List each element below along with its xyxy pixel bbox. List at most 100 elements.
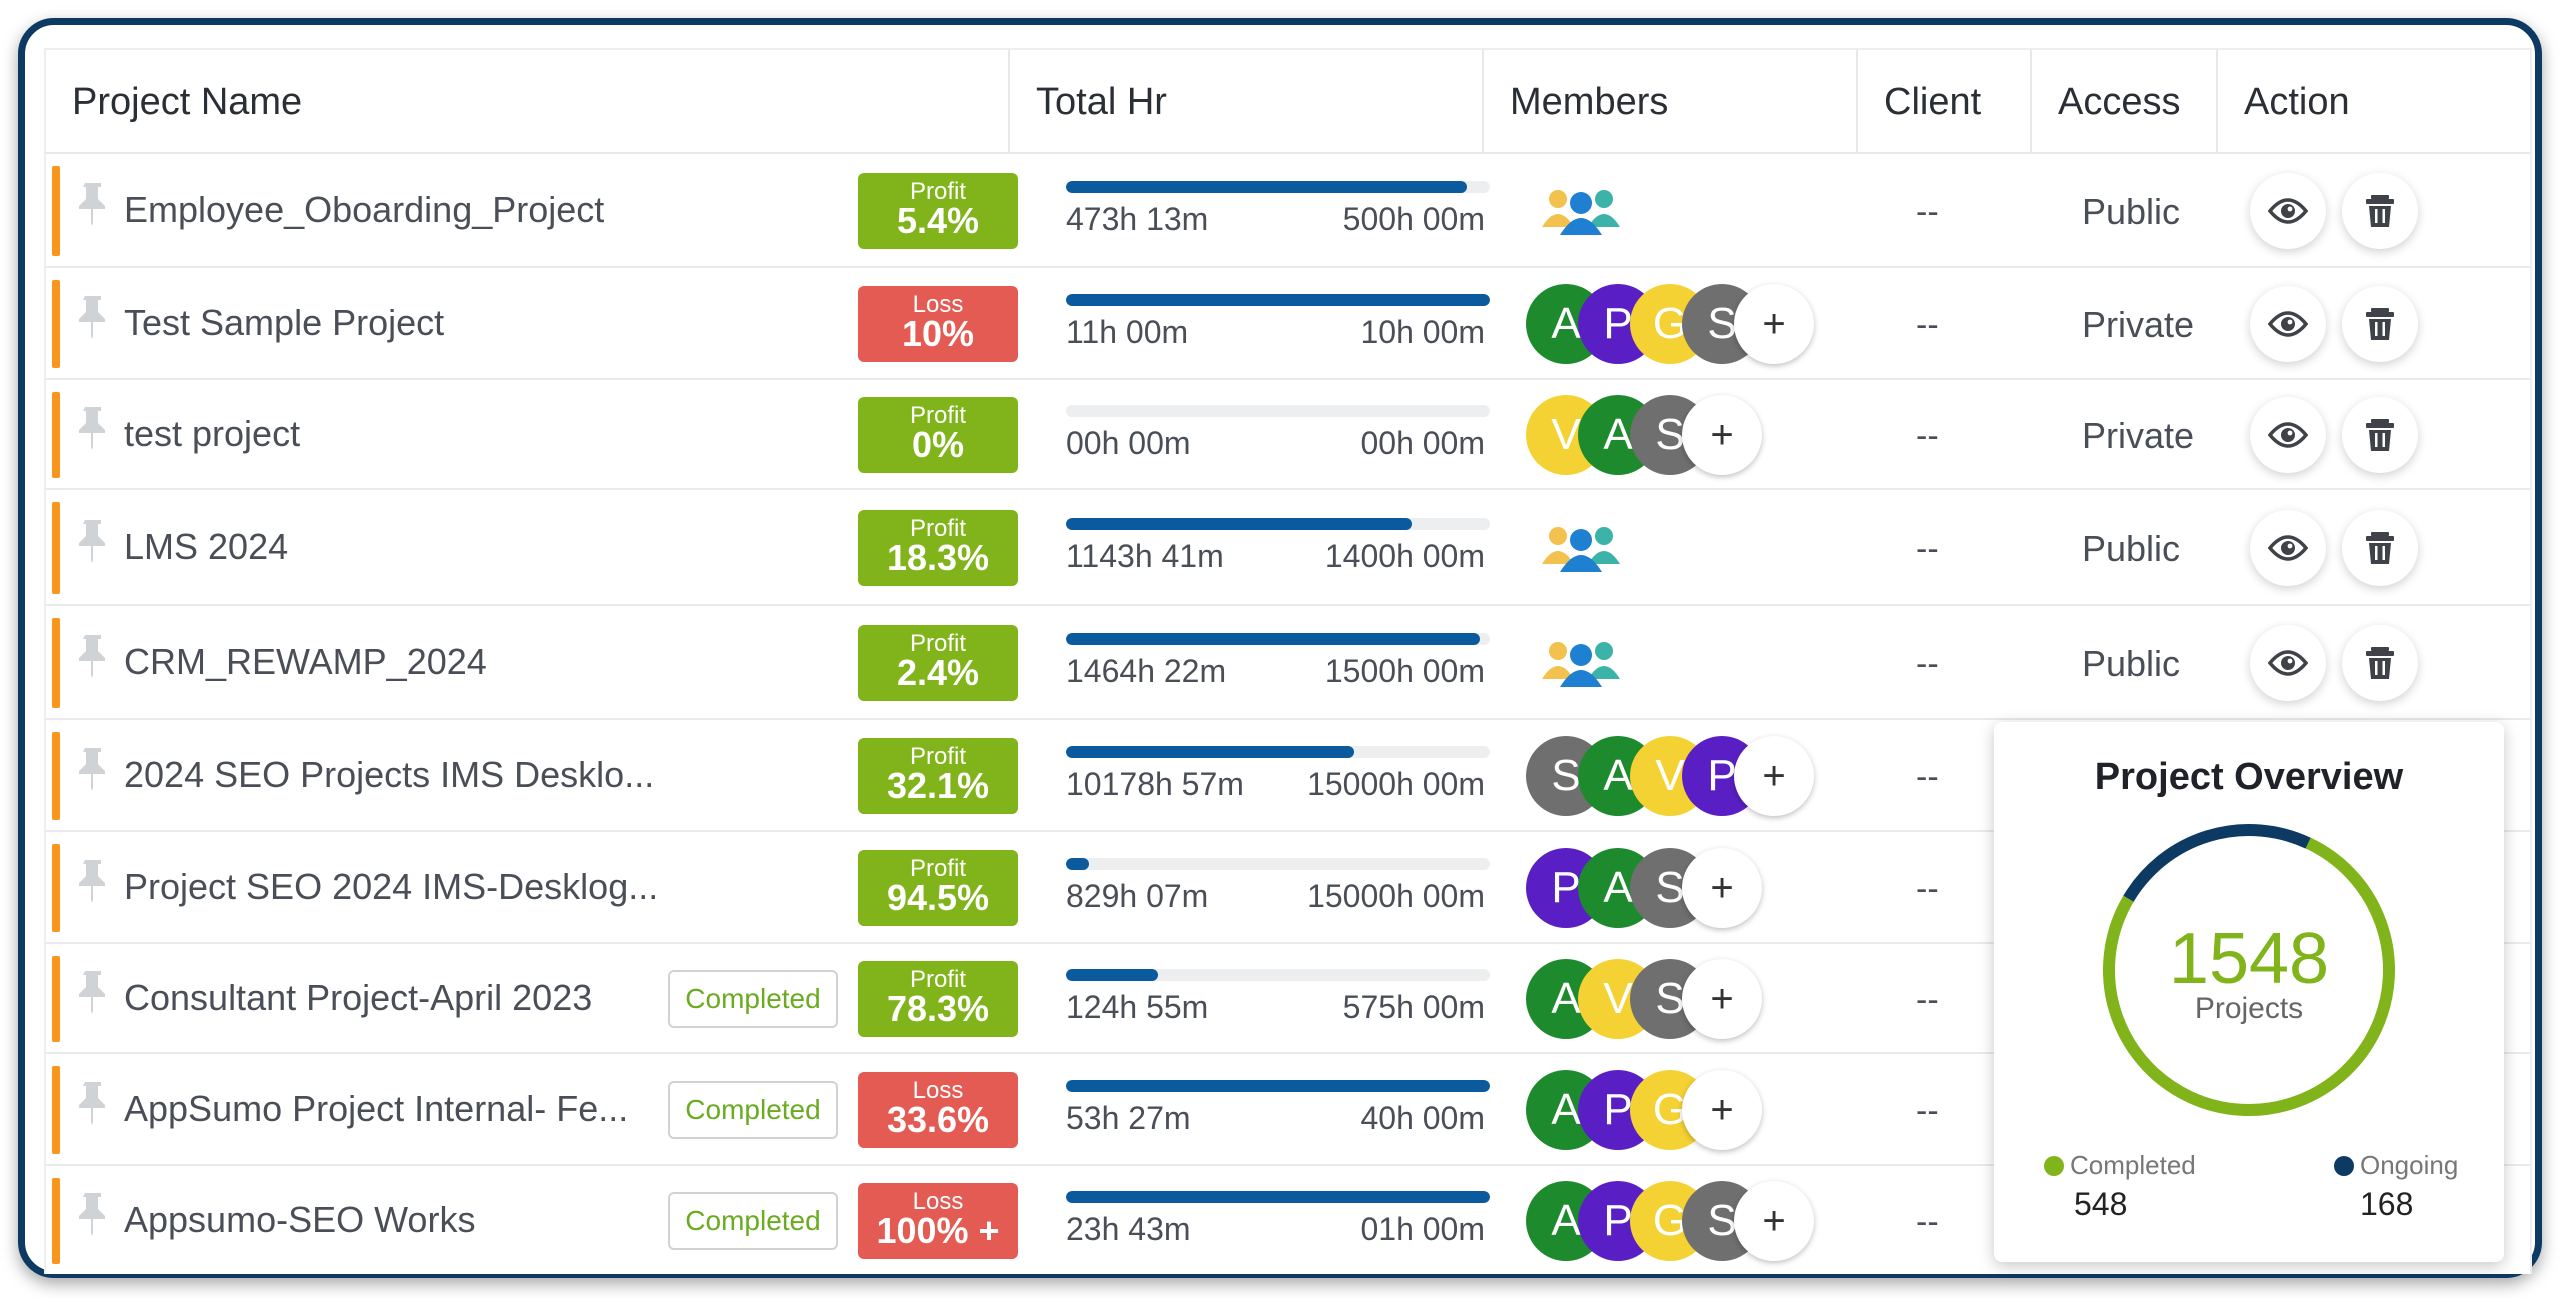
profit-loss-type: Loss: [912, 1188, 964, 1215]
add-member-button[interactable]: +: [1682, 395, 1762, 475]
overview-title: Project Overview: [2094, 756, 2404, 798]
table-row[interactable]: LMS 2024 Profit 18.3% 1143h 41m 1400h 00m -- P…: [46, 490, 2530, 606]
view-button[interactable]: [2250, 173, 2326, 249]
hours-used: 1143h 41m: [1066, 538, 1224, 574]
legend-completed-label: Completed: [2070, 1150, 2196, 1180]
profit-loss-value: 5.4%: [896, 200, 980, 241]
project-name-link[interactable]: 2024 SEO Projects IMS Desklo...: [124, 754, 655, 795]
view-button[interactable]: [2250, 510, 2326, 586]
hours-progress-fill: [1066, 633, 1480, 645]
projects-table: Project Name Total Hr Members Client Acc…: [44, 48, 2532, 1274]
add-member-button[interactable]: +: [1734, 736, 1814, 816]
header-access[interactable]: Access: [2032, 50, 2218, 154]
delete-button[interactable]: [2342, 173, 2418, 249]
client-value: --: [1916, 193, 1939, 231]
hours-used: 53h 27m: [1066, 1100, 1191, 1136]
hours-total: 1500h 00m: [1324, 653, 1485, 689]
profit-loss-value: 33.6%: [886, 1099, 990, 1140]
row-status-stripe: [52, 844, 60, 932]
hours-progress-fill: [1066, 518, 1413, 530]
delete-button[interactable]: [2342, 625, 2418, 701]
row-status-stripe: [52, 618, 60, 708]
pin-icon[interactable]: [76, 405, 110, 451]
client-value: --: [1916, 758, 1939, 796]
hours-total: 15000h 00m: [1307, 766, 1485, 802]
hours-total: 00h 00m: [1360, 425, 1485, 461]
table-row[interactable]: Employee_Oboarding_Project Profit 5.4% 473h…: [46, 154, 2530, 268]
project-name-link[interactable]: CRM_REWAMP_2024: [124, 641, 487, 682]
delete-button[interactable]: [2342, 397, 2418, 473]
users-group-icon[interactable]: [1538, 520, 1624, 576]
pin-icon[interactable]: [76, 633, 110, 679]
client-value: --: [1916, 530, 1939, 568]
hours-progress-bar: [1066, 1080, 1490, 1092]
header-action: Action: [2244, 81, 2350, 123]
pin-icon[interactable]: [76, 518, 110, 564]
table-row[interactable]: test project Profit 0% 00h 00m 00h 00m V A S + --…: [46, 380, 2530, 490]
hours-used: 1464h 22m: [1066, 653, 1227, 689]
project-name-link[interactable]: Project SEO 2024 IMS-Desklog...: [124, 866, 659, 907]
profit-loss-badge: Profit 18.3%: [858, 510, 1018, 586]
add-member-button[interactable]: +: [1734, 1181, 1814, 1261]
pin-icon[interactable]: [76, 1191, 110, 1237]
project-name-link[interactable]: AppSumo Project Internal- Fe...: [124, 1088, 629, 1129]
profit-loss-badge: Loss 100% +: [858, 1183, 1018, 1259]
completed-dot-icon: [2044, 1156, 2064, 1176]
add-member-button[interactable]: +: [1682, 848, 1762, 928]
view-button[interactable]: [2250, 625, 2326, 701]
users-group-icon[interactable]: [1538, 635, 1624, 691]
row-status-stripe: [52, 1066, 60, 1154]
hours-progress-bar: [1066, 294, 1490, 306]
users-group-icon[interactable]: [1538, 183, 1624, 239]
table-row[interactable]: CRM_REWAMP_2024 Profit 2.4% 1464h 22m 1500h …: [46, 606, 2530, 720]
overview-total-count: 1548: [2168, 919, 2330, 999]
pin-icon[interactable]: [76, 746, 110, 792]
profit-loss-type: Profit: [909, 743, 966, 770]
hours-total: 10h 00m: [1360, 314, 1485, 350]
pin-icon[interactable]: [76, 1080, 110, 1126]
completed-badge: Completed: [668, 1081, 838, 1139]
ongoing-count: 168: [2360, 1186, 2414, 1222]
project-name-link[interactable]: Appsumo-SEO Works: [124, 1199, 476, 1240]
client-value: --: [1916, 1203, 1939, 1241]
profit-loss-badge: Profit 5.4%: [858, 173, 1018, 249]
view-button[interactable]: [2250, 397, 2326, 473]
view-button[interactable]: [2250, 286, 2326, 362]
add-member-button[interactable]: +: [1734, 284, 1814, 364]
project-overview-card: Project Overview 1548 Projects Completed…: [1994, 722, 2504, 1262]
project-name-link[interactable]: Consultant Project-April 2023: [124, 977, 593, 1018]
project-name-link[interactable]: Employee_Oboarding_Project: [124, 189, 605, 230]
header-project-name[interactable]: Project Name: [46, 50, 1010, 154]
profit-loss-value: 78.3%: [886, 988, 990, 1029]
project-name-link[interactable]: Test Sample Project: [124, 302, 445, 343]
overview-total-label: Projects: [2194, 992, 2304, 1025]
header-client[interactable]: Client: [1858, 50, 2032, 154]
overview-donut-chart: [2103, 824, 2395, 1116]
add-member-button[interactable]: +: [1682, 1070, 1762, 1150]
access-value: Private: [2082, 304, 2195, 345]
project-name-link[interactable]: LMS 2024: [124, 526, 289, 567]
pin-icon[interactable]: [76, 969, 110, 1015]
legend-ongoing: Ongoing: [2334, 1150, 2458, 1181]
table-row[interactable]: Test Sample Project Loss 10% 11h 00m 10h 00m…: [46, 268, 2530, 380]
hours-used: 829h 07m: [1066, 878, 1209, 914]
hours-progress-fill: [1066, 1080, 1490, 1092]
table-row[interactable]: 2024 SEO Projects IMS Desklo... Profit 32.…: [46, 720, 2530, 832]
delete-button[interactable]: [2342, 510, 2418, 586]
profit-loss-type: Profit: [909, 855, 966, 882]
add-member-button[interactable]: +: [1682, 959, 1762, 1039]
profit-loss-type: Loss: [912, 1077, 964, 1104]
client-value: --: [1916, 417, 1939, 455]
header-total-hr[interactable]: Total Hr: [1010, 50, 1484, 154]
pin-icon[interactable]: [76, 181, 110, 227]
row-status-stripe: [52, 956, 60, 1042]
delete-button[interactable]: [2342, 286, 2418, 362]
hours-total: 01h 00m: [1360, 1211, 1485, 1247]
project-name-link[interactable]: test project: [124, 413, 301, 454]
pin-icon[interactable]: [76, 858, 110, 904]
pin-icon[interactable]: [76, 294, 110, 340]
hours-progress-bar: [1066, 633, 1490, 645]
profit-loss-value: 18.3%: [886, 537, 990, 578]
row-status-stripe: [52, 1178, 60, 1264]
profit-loss-type: Profit: [909, 178, 966, 205]
